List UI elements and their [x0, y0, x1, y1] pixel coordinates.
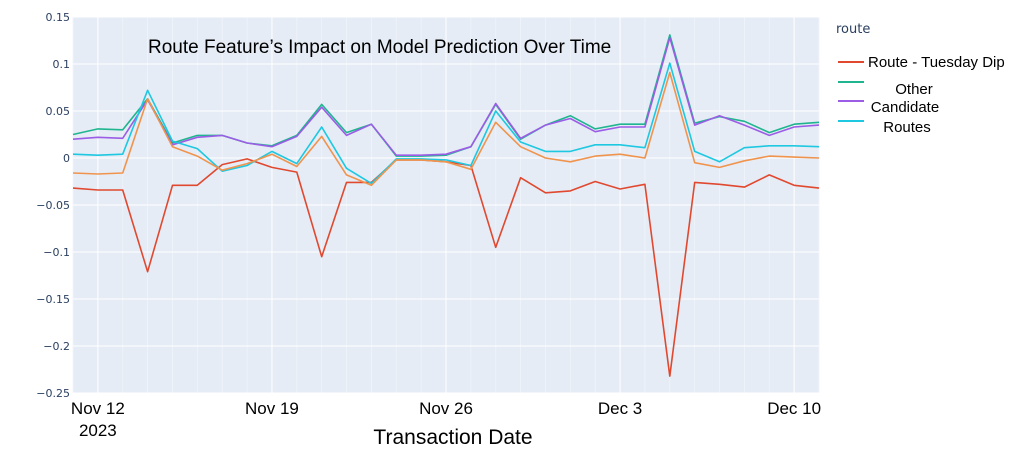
y-tick-label: 0.15 — [46, 11, 71, 24]
legend-label: Routes — [883, 119, 931, 136]
y-tick-label: −0.2 — [43, 340, 70, 353]
y-tick-label: 0 — [63, 152, 70, 165]
y-tick-label: −0.15 — [36, 293, 70, 306]
x-axis-ticks: Nov 12 2023 Nov 19 Nov 26 Dec 3 Dec 10 — [71, 399, 821, 440]
series-line-2[interactable] — [72, 36, 820, 156]
y-tick-label: 0.05 — [46, 105, 71, 118]
gridlines — [72, 16, 820, 394]
legend-label: Route - Tuesday Dip — [868, 54, 1005, 71]
x-tick-label: Dec 10 — [767, 399, 821, 418]
legend-item[interactable]: Route - Tuesday Dip — [838, 54, 1005, 71]
legend-title: route — [836, 22, 870, 37]
legend-item[interactable]: Candidate — [838, 99, 939, 116]
series-line-4[interactable] — [72, 71, 820, 187]
chart-title: Route Feature’s Impact on Model Predicti… — [148, 37, 611, 58]
legend-label: Other — [895, 81, 933, 98]
legend-item[interactable]: Routes — [838, 119, 931, 136]
series-lines — [72, 34, 820, 377]
x-tick-label: Nov 12 — [71, 399, 125, 418]
x-tick-sublabel: 2023 — [79, 421, 117, 440]
legend-item[interactable]: Other — [838, 81, 933, 98]
y-tick-label: −0.1 — [43, 246, 70, 259]
series-line-3[interactable] — [72, 62, 820, 185]
x-tick-label: Nov 26 — [419, 399, 473, 418]
x-tick-label: Dec 3 — [598, 399, 642, 418]
y-tick-label: −0.05 — [36, 199, 70, 212]
x-tick-label: Nov 19 — [245, 399, 299, 418]
y-tick-label: 0.1 — [53, 58, 71, 71]
y-axis-ticks: 0.15 0.1 0.05 0 −0.05 −0.1 −0.15 −0.2 −0.25 — [36, 11, 70, 400]
y-tick-label: −0.25 — [36, 387, 70, 400]
x-axis-title: Transaction Date — [373, 426, 532, 449]
legend-label: Candidate — [871, 99, 939, 116]
